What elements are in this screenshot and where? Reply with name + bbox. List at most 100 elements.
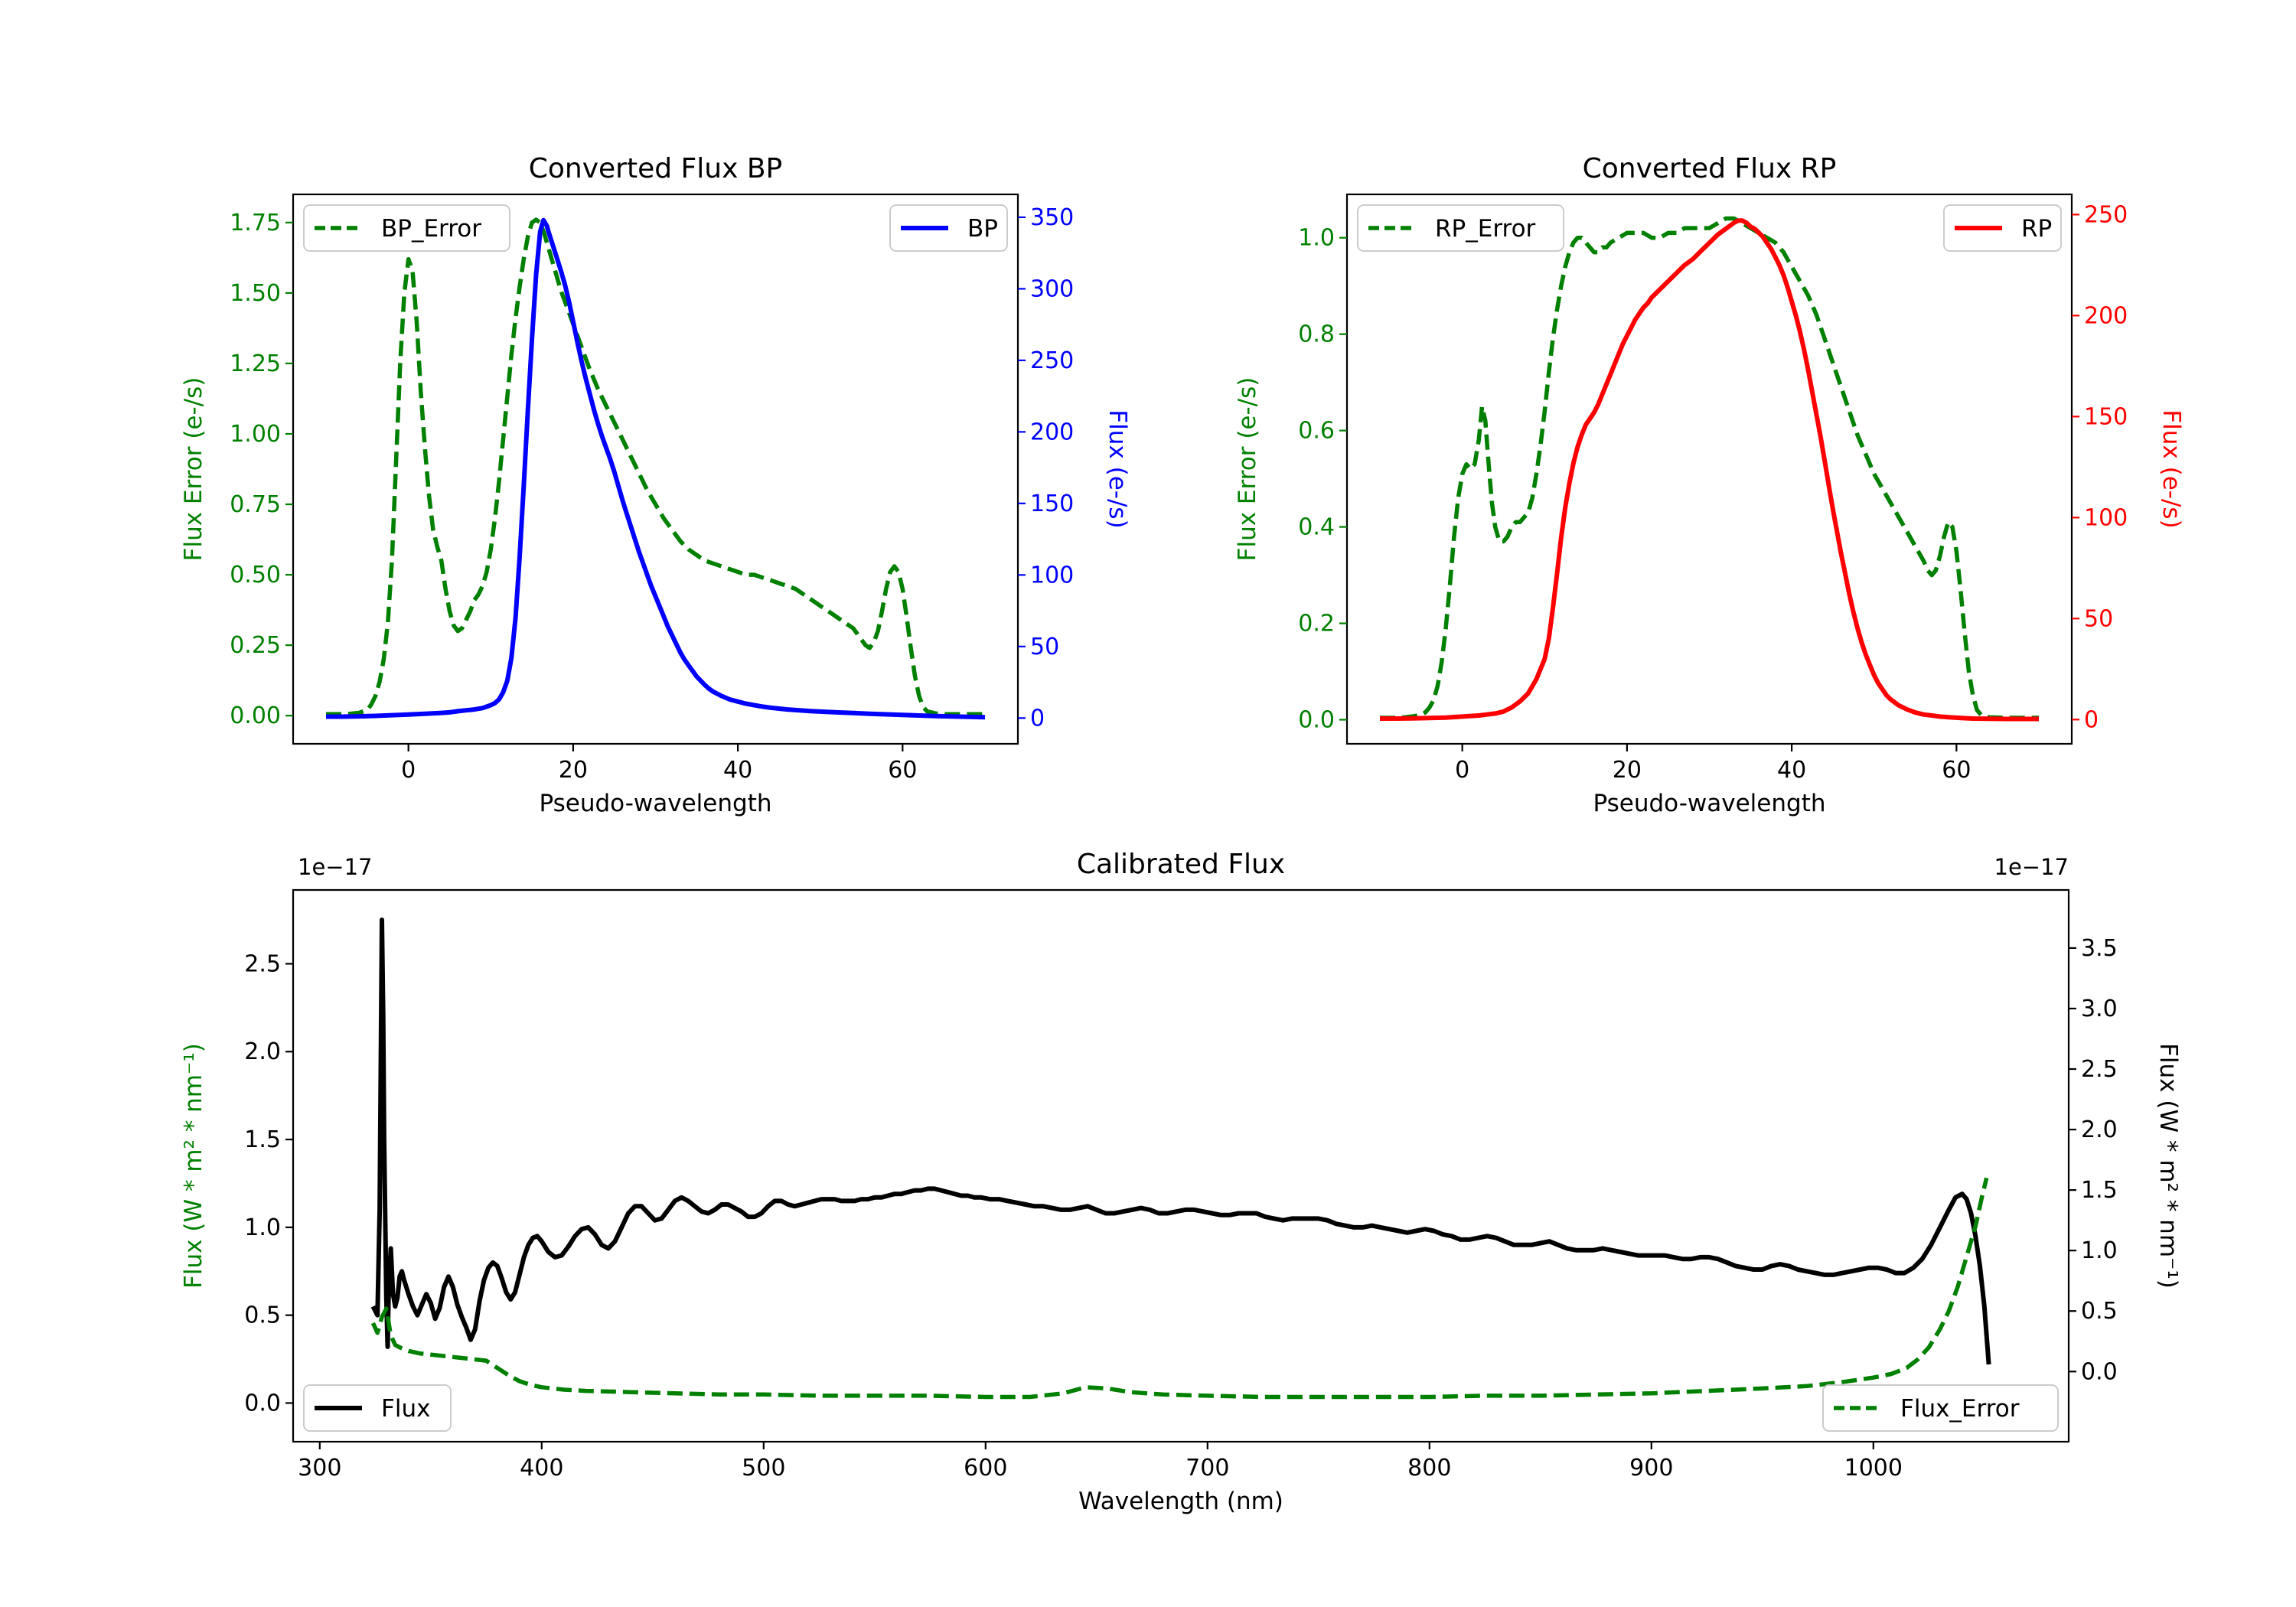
cal-left-ytick-label: 2.5	[244, 950, 281, 977]
cal-right-ytick-label: 2.5	[2081, 1056, 2118, 1083]
bp-right-ytick-label: 150	[1030, 491, 1074, 517]
cal-spines	[292, 888, 2070, 1443]
bp-xtick-label: 0	[401, 757, 416, 784]
rp-left-ytick-label: 1.0	[1298, 225, 1335, 252]
cal-title: Calibrated Flux	[1077, 849, 1285, 880]
cal-xtick-label: 1000	[1844, 1455, 1903, 1482]
cal-left-offset-text: 1e−17	[298, 854, 373, 880]
rp-xtick-label: 0	[1455, 757, 1469, 784]
cal-xtick-label: 900	[1629, 1455, 1673, 1482]
rp-left-ytick-label: 0.4	[1298, 514, 1335, 541]
cal-left-ylabel: Flux (W * m² * nm⁻¹)	[180, 1043, 207, 1289]
cal-left-ytick-label: 1.5	[244, 1126, 281, 1153]
bp-left-ytick-label: 0.25	[230, 632, 281, 659]
bp-left-ytick-label: 1.50	[230, 280, 281, 307]
cal-legend-frame	[303, 1384, 452, 1432]
cal-xtick-label: 700	[1186, 1455, 1229, 1482]
rp-xtick-label: 60	[1942, 757, 1971, 784]
bp-subplot: 0 20 40 60 Pseudo-wavelength 0.00 0.25 0.50 0.75…	[180, 153, 1131, 817]
bp-right-ytick-label: 250	[1030, 347, 1074, 374]
bp-series-group	[326, 217, 986, 720]
rp-subplot: 0 20 40 60 Pseudo-wavelength 0.0 0.2 0.4 0.6 0.8 1…	[1234, 153, 2185, 817]
bp-line-bp	[326, 217, 986, 720]
bp-xlabel: Pseudo-wavelength	[539, 790, 771, 817]
cal-left-ytick-label: 2.0	[244, 1038, 281, 1065]
cal-right-ytick-label: 3.5	[2081, 935, 2118, 962]
cal-xtick-label: 600	[964, 1455, 1007, 1482]
cal-line-flux	[370, 918, 1991, 1365]
rp-legend-rp_error: RP_Error	[1357, 204, 1564, 252]
cal-line-flux_error	[370, 1177, 1989, 1400]
cal-left-ytick-label: 0.0	[244, 1390, 281, 1416]
rp-spines	[1345, 193, 2073, 745]
rp-line-rp	[1380, 218, 2039, 722]
cal-left-ytick-label: 0.5	[244, 1302, 281, 1329]
bp-right-ytick-label: 0	[1030, 705, 1045, 732]
bp-legend-bp_error: BP_Error	[303, 204, 510, 252]
cal-series-group	[370, 918, 1991, 1400]
bp-xtick-label: 40	[723, 757, 752, 784]
bp-right-ylabel: Flux (e-/s)	[1104, 409, 1131, 528]
cal-xtick-label: 500	[742, 1455, 785, 1482]
cal-right-offset-text: 1e−17	[1994, 854, 2069, 880]
cal-xlabel: Wavelength (nm)	[1078, 1488, 1283, 1515]
cal-right-ytick-label: 1.0	[2081, 1237, 2118, 1264]
cal-legend-label: Flux	[381, 1395, 430, 1423]
cal-xtick-label: 300	[298, 1455, 341, 1482]
bp-xtick-label: 60	[888, 757, 917, 784]
rp-xlabel: Pseudo-wavelength	[1593, 790, 1825, 817]
rp-right-ytick-label: 0	[2084, 706, 2099, 733]
rp-right-ytick-label: 100	[2084, 504, 2128, 531]
cal-right-ytick-label: 0.0	[2081, 1358, 2118, 1385]
bp-xtick-label: 20	[559, 757, 588, 784]
bp-left-ylabel: Flux Error (e-/s)	[180, 377, 207, 562]
rp-right-ytick-label: 150	[2084, 403, 2128, 430]
bp-left-ytick-label: 0.00	[230, 702, 281, 729]
bp-line-bp_error	[326, 217, 985, 717]
cal-right-ytick-label: 2.0	[2081, 1116, 2118, 1143]
rp-legend-frame	[1943, 204, 2062, 252]
bp-left-ytick-label: 0.50	[230, 562, 281, 588]
rp-title: Converted Flux RP	[1583, 153, 1837, 184]
rp-legend-label: RP_Error	[1435, 215, 1536, 243]
bp-legend-frame	[889, 204, 1008, 252]
rp-xtick-label: 40	[1777, 757, 1806, 784]
cal-right-ytick-label: 3.0	[2081, 996, 2118, 1022]
cal-xtick-label: 400	[520, 1455, 563, 1482]
rp-left-ytick-label: 0.0	[1298, 707, 1335, 734]
bp-spines	[292, 193, 1019, 745]
rp-left-ytick-label: 0.2	[1298, 611, 1335, 637]
bp-left-ytick-label: 0.75	[230, 491, 281, 518]
rp-right-ytick-label: 200	[2084, 302, 2128, 329]
bp-left-ytick-label: 1.00	[230, 421, 281, 448]
rp-left-ytick-label: 0.6	[1298, 418, 1335, 445]
rp-xtick-label: 20	[1613, 757, 1642, 784]
cal-right-ytick-label: 1.5	[2081, 1177, 2118, 1204]
cal-right-ytick-label: 0.5	[2081, 1298, 2118, 1325]
rp-right-ylabel: Flux (e-/s)	[2157, 409, 2185, 528]
rp-left-ytick-label: 0.8	[1298, 321, 1335, 348]
rp-right-ytick-label: 50	[2084, 605, 2113, 632]
cal-left-ytick-label: 1.0	[244, 1214, 281, 1241]
cal-legend-frame	[1822, 1384, 2059, 1432]
bp-legend-frame	[303, 204, 510, 252]
rp-legend-label: RP	[2021, 215, 2052, 243]
rp-right-ytick-label: 250	[2084, 201, 2128, 228]
bp-left-ytick-label: 1.75	[230, 210, 281, 236]
bp-right-ytick-label: 100	[1030, 562, 1074, 588]
cal-xtick-label: 800	[1407, 1455, 1451, 1482]
bp-left-ytick-label: 1.25	[230, 350, 281, 377]
bp-right-ytick-label: 50	[1030, 634, 1059, 660]
bp-legend-bp: BP	[889, 204, 1008, 252]
rp-legend-rp: RP	[1943, 204, 2062, 252]
cal-legend-flux_error: Flux_Error	[1822, 1384, 2059, 1432]
bp-right-ytick-label: 300	[1030, 275, 1074, 302]
rp-left-ylabel: Flux Error (e-/s)	[1234, 377, 1261, 562]
cal-legend-flux: Flux	[303, 1384, 452, 1432]
cal-subplot: 300 400 500 600 700 800 900 1000 Wavelength (nm)…	[180, 849, 2182, 1515]
bp-legend-label: BP	[967, 215, 998, 243]
bp-right-ytick-label: 350	[1030, 204, 1074, 231]
cal-legend-label: Flux_Error	[1900, 1395, 2020, 1423]
